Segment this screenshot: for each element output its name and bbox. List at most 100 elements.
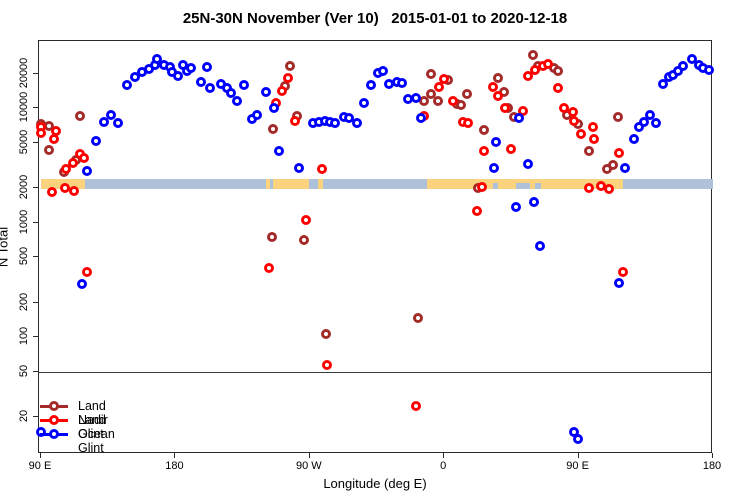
data-point-ocean-glint bbox=[377, 66, 388, 77]
data-point-ocean-glint bbox=[293, 163, 304, 174]
data-point-ocean-glint bbox=[172, 70, 183, 81]
data-point-land-glint bbox=[79, 153, 89, 164]
data-point-land-nadir bbox=[492, 72, 503, 83]
data-point-ocean-glint bbox=[644, 110, 655, 121]
data-point-ocean-glint bbox=[528, 197, 539, 208]
data-point-land-glint bbox=[558, 103, 569, 114]
data-point-land-nadir bbox=[461, 88, 472, 99]
data-point-land-glint bbox=[316, 163, 327, 174]
data-point-land-glint bbox=[552, 83, 563, 93]
y-tick-label: 5000 bbox=[18, 129, 30, 154]
y-tick-label: 50 bbox=[18, 364, 30, 377]
data-point-land-glint bbox=[476, 181, 487, 192]
data-point-ocean-glint bbox=[620, 163, 631, 174]
data-point-ocean-glint bbox=[205, 83, 216, 93]
data-point-land-glint bbox=[282, 73, 293, 84]
data-point-land-glint bbox=[587, 122, 598, 133]
x-tick bbox=[308, 453, 310, 458]
data-point-land-glint bbox=[433, 82, 444, 93]
x-tick-label: 180 bbox=[165, 460, 184, 472]
data-point-ocean-glint bbox=[410, 92, 421, 103]
y-tick-label: 200 bbox=[18, 292, 30, 311]
data-point-land-glint bbox=[529, 65, 540, 76]
data-point-ocean-glint bbox=[113, 118, 124, 129]
data-point-ocean-glint bbox=[329, 118, 340, 129]
y-tick bbox=[33, 221, 38, 223]
x-axis-label: Longitude (deg E) bbox=[323, 476, 427, 491]
map-band-segment-ocean bbox=[515, 183, 530, 189]
data-point-ocean-glint bbox=[573, 433, 584, 444]
data-point-ocean-glint bbox=[81, 165, 92, 176]
data-point-land-glint bbox=[447, 95, 458, 106]
data-point-land-nadir bbox=[412, 313, 423, 323]
x-tick bbox=[40, 453, 41, 458]
data-point-land-glint bbox=[69, 185, 79, 196]
data-point-ocean-glint bbox=[106, 110, 117, 121]
legend-label: Ocean Glint bbox=[78, 427, 115, 455]
data-point-ocean-glint bbox=[686, 53, 697, 64]
data-point-ocean-glint bbox=[638, 116, 649, 127]
data-point-land-glint bbox=[583, 183, 594, 194]
y-tick bbox=[33, 141, 38, 143]
data-point-land-nadir bbox=[527, 50, 538, 61]
data-point-ocean-glint bbox=[152, 53, 163, 64]
data-point-land-glint bbox=[59, 182, 70, 193]
map-band-segment-ocean bbox=[270, 179, 274, 189]
y-axis-label: N Total bbox=[0, 226, 11, 267]
data-point-ocean-glint bbox=[488, 163, 499, 174]
data-point-land-glint bbox=[505, 143, 516, 154]
x-tick bbox=[174, 453, 176, 458]
y-tick bbox=[33, 370, 38, 372]
map-band-segment-ocean bbox=[622, 179, 713, 189]
data-point-land-nadir bbox=[267, 124, 278, 135]
map-band-segment-land bbox=[318, 179, 323, 189]
map-band-segment-land bbox=[266, 179, 271, 189]
data-point-land-glint bbox=[81, 266, 92, 277]
ocean-glint-circle-icon bbox=[49, 429, 59, 439]
y-tick bbox=[33, 187, 38, 189]
data-point-land-glint bbox=[438, 74, 449, 85]
data-point-land-nadir bbox=[455, 99, 466, 110]
map-band-segment-ocean bbox=[85, 179, 267, 189]
data-point-ocean-glint bbox=[396, 77, 407, 88]
data-point-ocean-glint bbox=[534, 241, 545, 252]
data-point-land-nadir bbox=[478, 125, 489, 136]
data-point-land-nadir bbox=[552, 66, 563, 77]
data-point-ocean-glint bbox=[491, 136, 502, 147]
data-point-ocean-glint bbox=[231, 95, 242, 106]
data-point-land-nadir bbox=[320, 328, 331, 339]
chart-title: 25N-30N November (Ver 10) 2015-01-01 to … bbox=[182, 10, 568, 27]
data-point-ocean-glint bbox=[90, 136, 101, 147]
data-point-ocean-glint bbox=[343, 113, 354, 124]
data-point-land-glint bbox=[492, 90, 503, 101]
data-point-ocean-glint bbox=[195, 77, 206, 88]
data-point-ocean-glint bbox=[251, 110, 262, 121]
data-point-land-nadir bbox=[298, 235, 309, 246]
data-point-ocean-glint bbox=[129, 72, 140, 83]
data-point-ocean-glint bbox=[359, 97, 369, 108]
y-tick-label: 1000 bbox=[18, 209, 30, 234]
data-point-land-glint bbox=[410, 401, 421, 412]
data-point-land-nadir bbox=[44, 145, 55, 156]
data-point-land-nadir bbox=[612, 112, 623, 123]
data-point-land-nadir bbox=[607, 159, 618, 170]
y-tick bbox=[33, 416, 38, 418]
data-point-land-glint bbox=[603, 184, 614, 195]
y-tick bbox=[33, 336, 38, 338]
data-point-land-glint bbox=[478, 145, 489, 156]
data-point-land-glint bbox=[47, 186, 58, 197]
data-point-land-nadir bbox=[425, 88, 436, 99]
data-point-ocean-glint bbox=[657, 78, 668, 89]
data-point-ocean-glint bbox=[261, 87, 272, 97]
data-point-ocean-glint bbox=[672, 66, 683, 77]
data-point-ocean-glint bbox=[99, 116, 110, 127]
y-tick bbox=[33, 107, 38, 109]
data-point-land-nadir bbox=[284, 61, 295, 72]
x-tick bbox=[577, 453, 579, 458]
data-point-land-glint bbox=[542, 58, 553, 69]
data-point-ocean-glint bbox=[238, 80, 249, 91]
data-point-land-glint bbox=[499, 102, 510, 113]
y-tick bbox=[33, 72, 38, 74]
reference-line-50 bbox=[39, 371, 711, 373]
